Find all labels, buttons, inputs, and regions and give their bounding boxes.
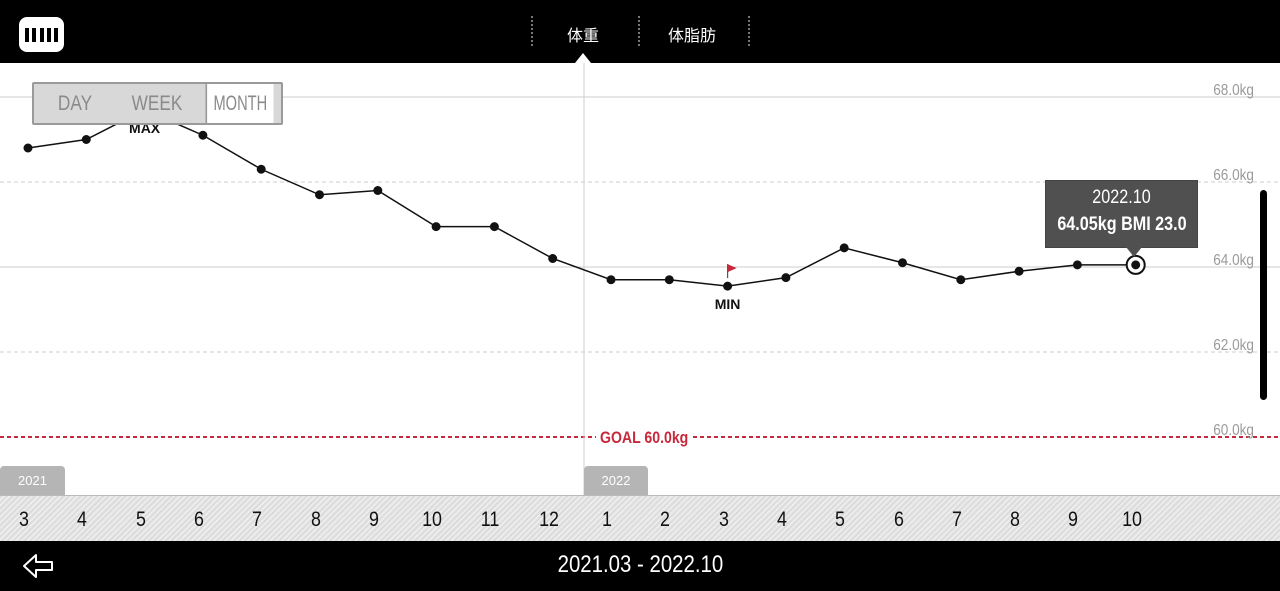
data-point — [81, 135, 91, 144]
x-tick-label[interactable]: 8 — [1010, 508, 1021, 531]
x-tick-label[interactable]: 10 — [1121, 508, 1142, 531]
tooltip-date: 2022.10 — [1092, 187, 1151, 208]
y-tick-label: 66.0kg — [1213, 167, 1254, 184]
x-tick-label[interactable]: 9 — [1068, 508, 1079, 531]
x-tick-label[interactable]: 8 — [310, 508, 321, 531]
chart-area[interactable]: 68.0kg 66.0kg 64.0kg 62.0kg GOAL 60.0kg 60.0k… — [0, 63, 1280, 495]
min-flag-icon — [727, 264, 737, 273]
scale-logo-icon[interactable] — [19, 17, 64, 52]
range-switch: DAY WEEK MONTH — [32, 82, 283, 125]
y-tick-label: 64.0kg — [1213, 252, 1254, 269]
x-tick-label[interactable]: 5 — [835, 508, 846, 531]
date-range-text: 2021.03 - 2022.10 — [557, 551, 723, 578]
x-tick-label[interactable]: 11 — [481, 508, 500, 531]
range-month-button[interactable]: MONTH — [205, 84, 274, 123]
active-tab-indicator — [575, 53, 591, 63]
data-point — [606, 275, 616, 285]
y-tick-label: 62.0kg — [1213, 337, 1254, 354]
year-tab-2022: 2022 — [584, 466, 648, 495]
value-tooltip: 2022.10 64.05kg BMI 23.0 — [1045, 180, 1198, 257]
x-tick-label[interactable]: 10 — [422, 508, 443, 531]
bottom-bar: 2021.03 - 2022.10 — [0, 541, 1280, 591]
series-line — [27, 108, 1136, 287]
range-day-button[interactable]: DAY — [57, 91, 93, 115]
weight-chart: 68.0kg 66.0kg 64.0kg 62.0kg GOAL 60.0kg 60.0k… — [0, 63, 1280, 495]
tab-separator — [638, 16, 640, 46]
tab-weight[interactable]: 体重 — [567, 26, 600, 45]
x-tick-label[interactable]: 7 — [252, 508, 263, 531]
data-point — [548, 254, 558, 263]
tab-separator — [748, 16, 750, 46]
data-point — [489, 222, 499, 232]
tooltip-value: 64.05kg BMI 23.0 — [1057, 214, 1187, 235]
tab-body-fat[interactable]: 体脂肪 — [668, 26, 717, 45]
x-tick-label[interactable]: 2 — [660, 508, 671, 531]
data-point — [664, 275, 674, 285]
data-point — [839, 243, 849, 253]
data-point — [256, 164, 266, 174]
data-point — [898, 258, 907, 268]
data-point — [1131, 260, 1141, 270]
x-tick-label[interactable]: 3 — [718, 508, 729, 531]
data-point — [373, 186, 383, 195]
goal-label: GOAL 60.0kg — [600, 429, 688, 447]
x-tick-label[interactable]: 6 — [893, 508, 904, 531]
date-range-label: 2021.03 - 2022.10 — [0, 551, 1280, 579]
min-label: MIN — [715, 296, 741, 312]
x-tick-label[interactable]: 6 — [193, 508, 204, 531]
x-tick-label[interactable]: 5 — [135, 508, 146, 531]
x-tick-label[interactable]: 9 — [368, 508, 379, 531]
x-tick-label[interactable]: 4 — [776, 508, 787, 531]
month-axis[interactable]: 3 4 5 6 7 8 9 10 11 12 1 2 3 4 5 6 7 8 9 10 — [0, 495, 1280, 541]
year-tab-2021: 2021 — [0, 466, 65, 495]
data-point — [23, 143, 33, 153]
x-tick-label[interactable]: 1 — [602, 508, 612, 531]
data-point — [781, 273, 791, 283]
range-month-label: MONTH — [213, 91, 268, 115]
data-point — [315, 190, 324, 200]
x-tick-label[interactable]: 4 — [77, 508, 88, 531]
x-tick-label[interactable]: 7 — [951, 508, 962, 531]
tab-separator — [531, 16, 533, 46]
data-point — [431, 222, 441, 232]
x-tick-label[interactable]: 12 — [538, 508, 559, 531]
back-arrow-icon[interactable] — [20, 551, 56, 581]
data-point — [1072, 260, 1082, 270]
y-tick-label: 68.0kg — [1213, 82, 1254, 99]
data-point — [1014, 266, 1024, 276]
y-tick-label: 60.0kg — [1213, 422, 1254, 439]
vertical-scrollbar[interactable] — [1260, 190, 1267, 400]
data-point — [198, 130, 208, 140]
x-tick-label[interactable]: 3 — [19, 508, 29, 531]
range-week-button[interactable]: WEEK — [131, 91, 183, 115]
goal-label-bg — [596, 426, 692, 446]
data-point — [956, 275, 966, 285]
top-bar: 体重 体脂肪 — [0, 0, 1280, 63]
data-point — [723, 281, 733, 291]
